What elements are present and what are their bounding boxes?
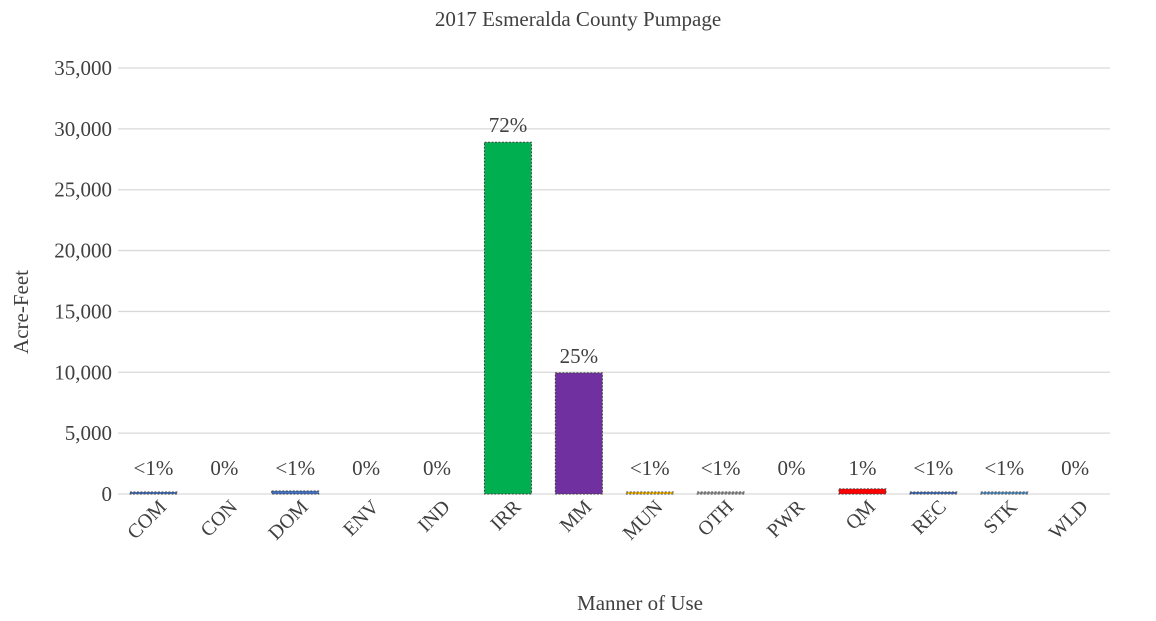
x-tick-label-dom: DOM	[264, 496, 313, 545]
y-tick-label: 0	[102, 482, 113, 506]
y-axis-label: Acre-Feet	[9, 270, 33, 354]
x-tick-label-com: COM	[123, 496, 171, 544]
y-tick-label: 30,000	[54, 117, 112, 141]
bar-rec	[909, 491, 958, 495]
bar-stk	[980, 491, 1029, 495]
x-axis-ticks: COM CON DOM ENV IND IRR MM MUN OTH PWR QM REC STK WLD	[123, 496, 1092, 545]
chart-title: 2017 Esmeralda County Pumpage	[435, 7, 721, 31]
data-label-ind: 0%	[423, 456, 451, 480]
x-tick-label-ind: IND	[414, 496, 455, 537]
data-label-wld: 0%	[1061, 456, 1089, 480]
x-tick-label-rec: REC	[908, 496, 951, 539]
bar-mun	[625, 491, 674, 495]
data-label-mun: <1%	[630, 456, 670, 480]
data-label-oth: <1%	[701, 456, 741, 480]
gridlines	[118, 67, 1110, 495]
bar-oth	[696, 491, 745, 495]
data-label-con: 0%	[210, 456, 238, 480]
y-tick-label: 25,000	[54, 178, 112, 202]
x-tick-label-pwr: PWR	[763, 496, 810, 543]
data-label-qm: 1%	[848, 456, 876, 480]
bars	[129, 141, 1029, 495]
x-axis-label: Manner of Use	[577, 591, 703, 615]
data-label-stk: <1%	[984, 456, 1024, 480]
x-tick-label-irr: IRR	[486, 496, 526, 536]
data-label-com: <1%	[134, 456, 174, 480]
data-label-rec: <1%	[913, 456, 953, 480]
x-tick-label-mun: MUN	[619, 496, 668, 545]
data-label-env: 0%	[352, 456, 380, 480]
bar-irr	[483, 141, 532, 495]
x-tick-label-env: ENV	[339, 496, 384, 541]
x-tick-label-qm: QM	[842, 496, 880, 534]
data-label-pwr: 0%	[778, 456, 806, 480]
bar-dom	[271, 490, 320, 495]
x-tick-label-oth: OTH	[694, 496, 739, 541]
bar-com	[129, 491, 178, 495]
bar-mm	[554, 372, 603, 495]
data-label-mm: 25%	[560, 344, 599, 368]
y-tick-label: 15,000	[54, 299, 112, 323]
x-tick-label-wld: WLD	[1045, 496, 1093, 544]
y-tick-label: 20,000	[54, 239, 112, 263]
x-tick-label-mm: MM	[556, 496, 597, 537]
data-label-dom: <1%	[275, 456, 315, 480]
x-tick-label-con: CON	[196, 496, 241, 541]
y-axis-ticks: 0 5,000 10,000 15,000 20,000 25,000 30,000 35,0…	[54, 56, 112, 506]
y-tick-label: 35,000	[54, 56, 112, 80]
y-tick-label: 5,000	[65, 421, 112, 445]
x-tick-label-stk: STK	[980, 496, 1023, 539]
bar-qm	[838, 488, 887, 495]
data-labels: <1% 0% <1% 0% 0% 72% 25% <1% <1% 0% 1% <1% <1% 0%	[134, 113, 1090, 480]
data-label-irr: 72%	[489, 113, 528, 137]
y-tick-label: 10,000	[54, 360, 112, 384]
